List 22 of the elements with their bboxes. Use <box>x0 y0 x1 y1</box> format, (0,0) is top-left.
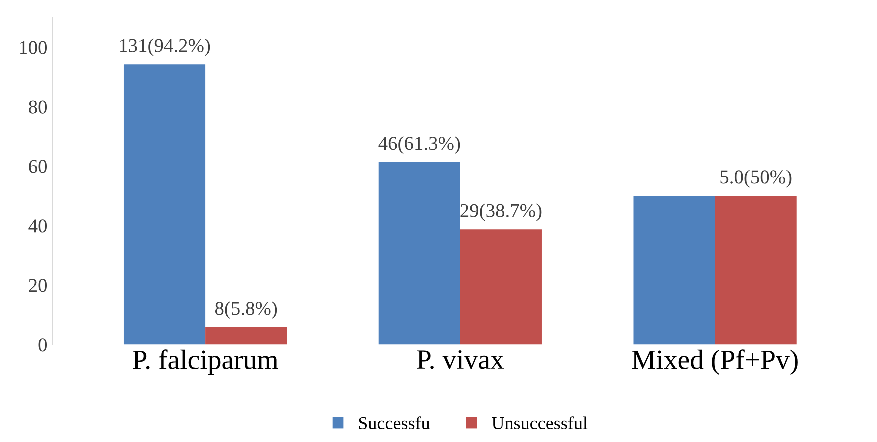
y-tick-label: 20 <box>29 279 48 292</box>
bar <box>715 196 797 345</box>
x-tick-label: P. vivax <box>417 350 504 370</box>
data-label: 29(38.7%) <box>460 204 542 222</box>
x-tick-label: P. falciparum <box>133 350 278 376</box>
legend-label: Successfu <box>359 416 430 430</box>
bar <box>634 196 716 345</box>
bar <box>124 64 206 345</box>
y-tick-label: 40 <box>28 220 48 233</box>
bar <box>378 162 460 345</box>
data-label: 8(5.8%) <box>215 302 278 320</box>
y-tick-label: 60 <box>29 160 48 174</box>
y-tick-label: 0 <box>38 338 48 352</box>
x-tick-label: Mixed (Pf+Pv) <box>632 350 798 376</box>
data-label: 131(94.2%) <box>120 38 210 56</box>
y-tick-label: 100 <box>20 41 48 54</box>
y-tick-label: 80 <box>29 100 48 114</box>
bar <box>206 328 288 345</box>
data-label: 5.0(50%) <box>720 170 792 188</box>
data-label: 46(61.3%) <box>378 136 460 154</box>
bar <box>460 230 542 345</box>
legend-label: Unsuccessful <box>492 416 588 430</box>
